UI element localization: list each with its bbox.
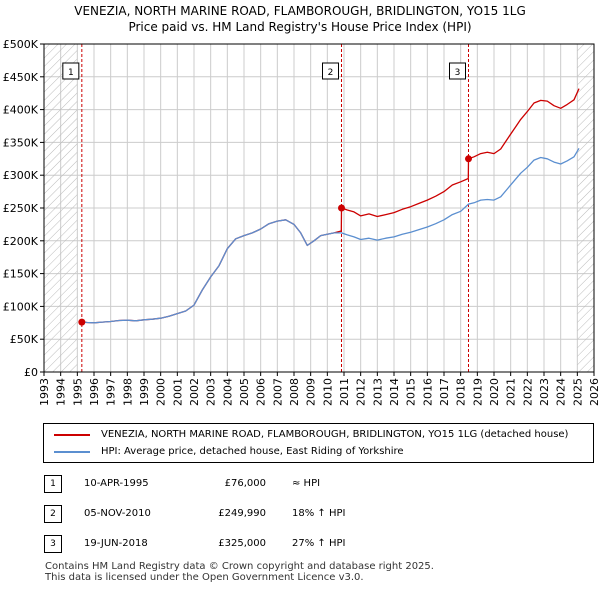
y-tick-label: £50K <box>10 333 39 346</box>
sale-number-badge: 3 <box>44 535 62 553</box>
y-tick-label: £400K <box>3 104 39 117</box>
x-tick-label: 2002 <box>188 378 201 406</box>
y-tick-label: £300K <box>3 169 39 182</box>
sale-number-badge: 1 <box>44 475 62 493</box>
x-tick-label: 2026 <box>588 378 600 406</box>
sale-marker-label: 2 <box>328 68 334 78</box>
x-tick-label: 2017 <box>438 378 451 406</box>
table-row: 1 10-APR-1995 £76,000 ≈ HPI <box>44 475 444 493</box>
sale-point <box>338 204 345 212</box>
x-tick-label: 1999 <box>138 378 151 406</box>
x-tick-label: 1997 <box>105 378 118 406</box>
footer-license: This data is licensed under the Open Gov… <box>45 572 364 583</box>
y-tick-label: £200K <box>3 235 39 248</box>
sale-price: £249,990 <box>218 508 266 519</box>
x-tick-label: 2022 <box>521 378 534 406</box>
y-tick-label: £100K <box>3 300 39 313</box>
x-tick-label: 1995 <box>71 378 84 406</box>
legend-label-property: VENEZIA, NORTH MARINE ROAD, FLAMBOROUGH,… <box>101 429 569 440</box>
x-tick-label: 2010 <box>321 378 334 406</box>
sale-marker-label: 3 <box>455 68 461 78</box>
y-tick-label: £0 <box>24 366 38 379</box>
y-tick-label: £500K <box>3 38 39 51</box>
x-tick-label: 2025 <box>571 378 584 406</box>
x-tick-label: 2019 <box>471 378 484 406</box>
legend-swatch-hpi <box>54 451 90 453</box>
x-tick-label: 1998 <box>121 378 134 406</box>
sale-point <box>78 318 86 326</box>
sale-date: 05-NOV-2010 <box>84 508 151 519</box>
x-tick-label: 2011 <box>338 378 351 406</box>
x-tick-label: 2015 <box>405 378 418 406</box>
x-tick-label: 2012 <box>355 378 368 406</box>
sale-hpi-comparison: 27% ↑ HPI <box>292 538 346 549</box>
y-tick-label: £450K <box>3 71 39 84</box>
hatch-region-after <box>577 44 594 372</box>
x-tick-label: 2003 <box>205 378 218 406</box>
sale-number-badge: 2 <box>44 505 62 523</box>
x-tick-label: 2020 <box>488 378 501 406</box>
x-tick-label: 1994 <box>55 378 68 406</box>
sale-marker-box <box>449 62 466 80</box>
x-tick-label: 2006 <box>255 378 268 406</box>
x-tick-label: 2013 <box>371 378 384 406</box>
series-line-hpi <box>81 147 580 324</box>
table-row: 3 19-JUN-2018 £325,000 27% ↑ HPI <box>44 535 444 553</box>
sale-point <box>465 155 472 163</box>
chart-legend: VENEZIA, NORTH MARINE ROAD, FLAMBOROUGH,… <box>43 423 594 463</box>
sale-hpi-comparison: ≈ HPI <box>292 478 321 489</box>
legend-swatch-property <box>54 434 90 436</box>
hatch-region-before <box>44 44 78 372</box>
x-tick-label: 2000 <box>155 378 168 406</box>
legend-label-hpi: HPI: Average price, detached house, East… <box>101 446 404 457</box>
x-tick-label: 1993 <box>38 378 51 406</box>
x-tick-label: 2008 <box>288 378 301 406</box>
footer-copyright: Contains HM Land Registry data © Crown c… <box>45 561 434 572</box>
sale-price: £76,000 <box>224 478 266 489</box>
x-tick-label: 2018 <box>455 378 468 406</box>
y-tick-label: £250K <box>3 202 39 215</box>
sale-marker-box <box>322 62 339 80</box>
chart-subtitle: Price paid vs. HM Land Registry's House … <box>128 20 472 34</box>
x-tick-label: 2016 <box>421 378 434 406</box>
x-tick-label: 2023 <box>538 378 551 406</box>
sale-price: £325,000 <box>218 538 266 549</box>
sale-hpi-comparison: 18% ↑ HPI <box>292 508 346 519</box>
sale-date: 10-APR-1995 <box>84 478 149 489</box>
x-tick-label: 2009 <box>305 378 318 406</box>
x-tick-label: 2021 <box>505 378 518 406</box>
x-tick-label: 2005 <box>238 378 251 406</box>
x-tick-label: 2007 <box>271 378 284 406</box>
x-tick-label: 2024 <box>555 378 568 406</box>
x-tick-label: 2004 <box>221 378 234 406</box>
price-chart: 1 2 3 £0 £50K £100K £150K £200K £250K £300K £350K… <box>3 38 600 406</box>
y-tick-label: £150K <box>3 268 39 281</box>
sale-date: 19-JUN-2018 <box>84 538 148 549</box>
sale-marker-box <box>62 62 80 80</box>
x-tick-label: 2001 <box>171 378 184 406</box>
x-tick-label: 2014 <box>388 378 401 406</box>
chart-title: VENEZIA, NORTH MARINE ROAD, FLAMBOROUGH,… <box>74 4 526 18</box>
sale-marker-label: 1 <box>68 68 74 78</box>
x-tick-label: 1996 <box>88 378 101 406</box>
table-row: 2 05-NOV-2010 £249,990 18% ↑ HPI <box>44 505 444 523</box>
y-tick-label: £350K <box>3 136 39 149</box>
